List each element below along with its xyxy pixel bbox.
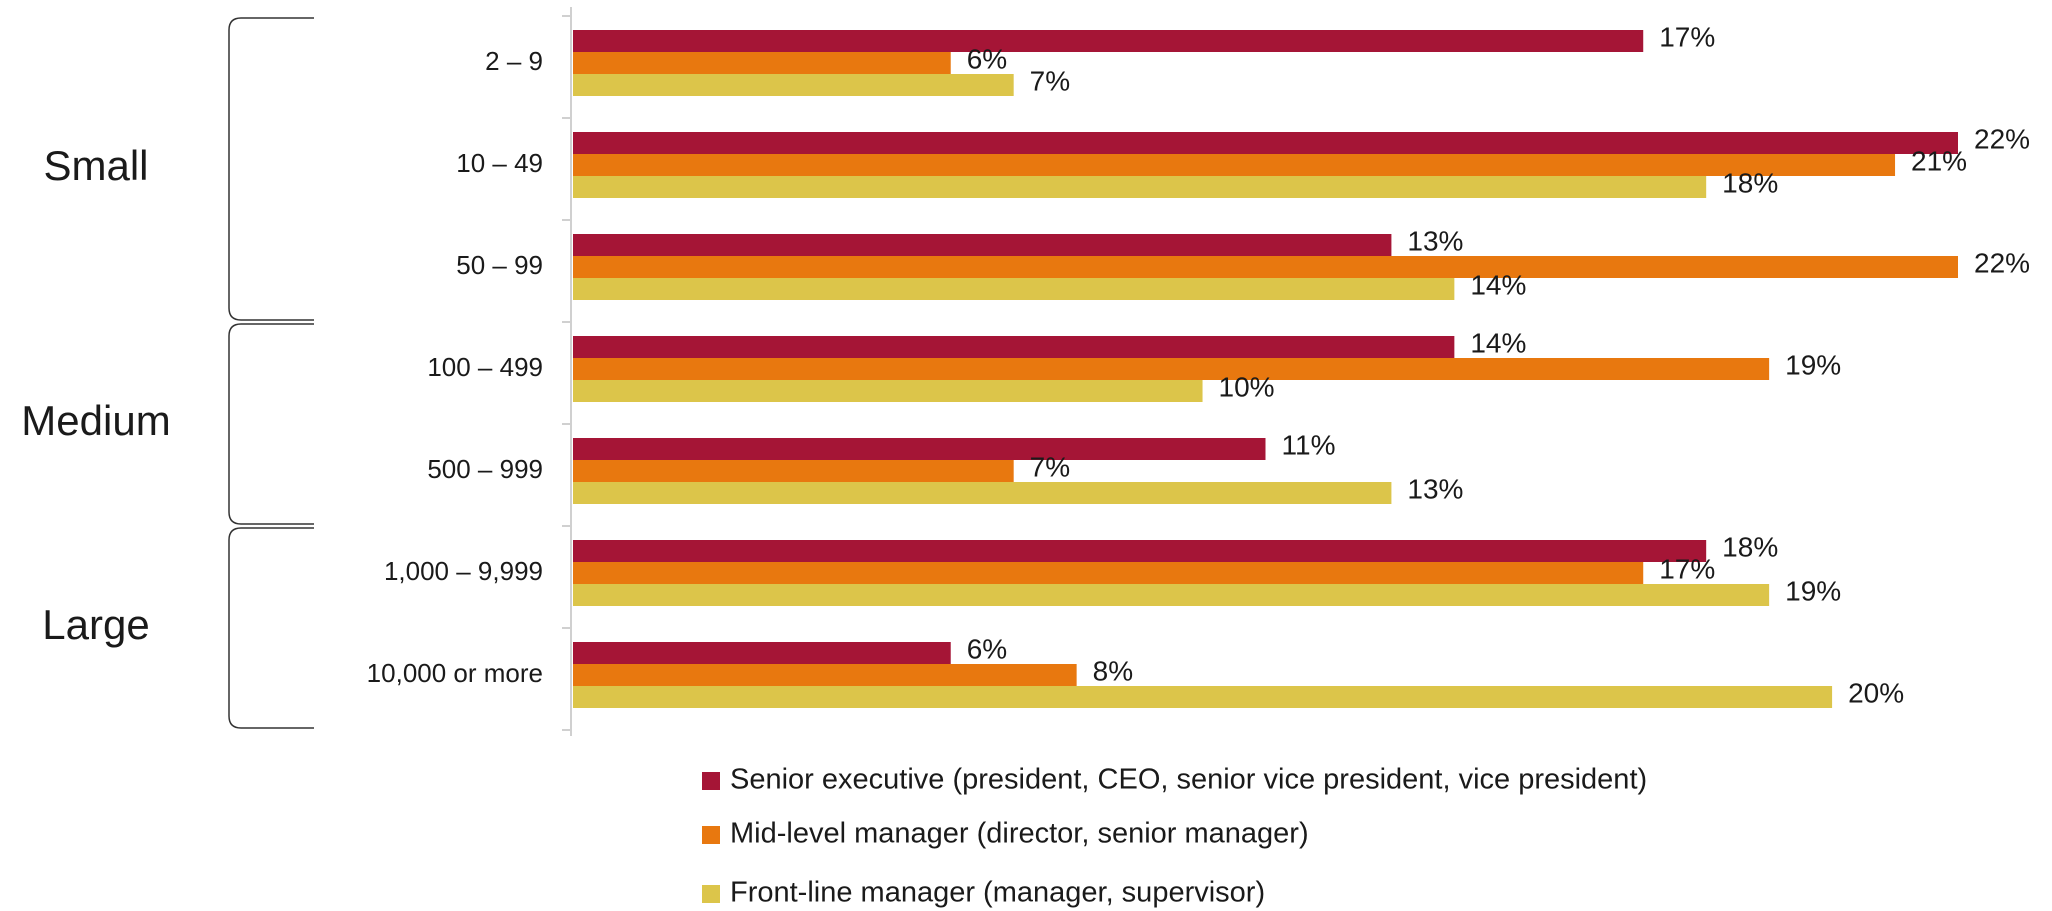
value-label: 8% bbox=[1093, 655, 1133, 686]
bar bbox=[573, 74, 1014, 96]
bar bbox=[573, 132, 1958, 154]
y-tick-label: 500 – 999 bbox=[427, 454, 543, 484]
bar bbox=[573, 540, 1707, 562]
value-label: 18% bbox=[1722, 167, 1778, 198]
value-label: 17% bbox=[1659, 21, 1715, 52]
value-label: 7% bbox=[1030, 451, 1070, 482]
value-label: 10% bbox=[1219, 371, 1275, 402]
bar bbox=[573, 358, 1770, 380]
value-label: 14% bbox=[1470, 327, 1526, 358]
value-label: 17% bbox=[1659, 553, 1715, 584]
value-label: 13% bbox=[1407, 473, 1463, 504]
y-tick-label: 1,000 – 9,999 bbox=[384, 556, 543, 586]
group-brace bbox=[228, 527, 314, 729]
value-label: 14% bbox=[1470, 269, 1526, 300]
legend-label: Mid-level manager (director, senior mana… bbox=[730, 818, 1309, 850]
y-tick-label: 10 – 49 bbox=[456, 148, 543, 178]
y-tick-label: 100 – 499 bbox=[427, 352, 543, 382]
value-label: 6% bbox=[967, 43, 1007, 74]
group-brace bbox=[228, 17, 314, 321]
value-label: 20% bbox=[1848, 677, 1904, 708]
value-label: 11% bbox=[1282, 429, 1336, 460]
legend-swatch bbox=[702, 826, 720, 844]
value-label: 6% bbox=[967, 633, 1007, 664]
bar bbox=[573, 52, 951, 74]
bar bbox=[573, 380, 1203, 402]
bar bbox=[573, 176, 1707, 198]
group-label: Large bbox=[42, 601, 149, 648]
bar bbox=[573, 278, 1455, 300]
y-tick-label: 2 – 9 bbox=[485, 46, 543, 76]
group-label: Medium bbox=[21, 397, 170, 444]
y-tick-label: 50 – 99 bbox=[456, 250, 543, 280]
bar bbox=[573, 664, 1077, 686]
bar bbox=[573, 642, 951, 664]
value-label: 19% bbox=[1785, 575, 1841, 606]
bar bbox=[573, 460, 1014, 482]
group-label: Small bbox=[43, 142, 148, 189]
bar bbox=[573, 686, 1833, 708]
bar bbox=[573, 234, 1392, 256]
value-label: 13% bbox=[1407, 225, 1463, 256]
value-label: 21% bbox=[1911, 145, 1967, 176]
bar bbox=[573, 584, 1770, 606]
value-label: 18% bbox=[1722, 531, 1778, 562]
value-label: 22% bbox=[1974, 123, 2030, 154]
bar bbox=[573, 562, 1644, 584]
bar bbox=[573, 256, 1958, 278]
bar bbox=[573, 438, 1266, 460]
bar bbox=[573, 154, 1896, 176]
legend-label: Front-line manager (manager, supervisor) bbox=[730, 877, 1265, 909]
legend-swatch bbox=[702, 885, 720, 903]
group-brace bbox=[228, 323, 314, 525]
value-label: 22% bbox=[1974, 247, 2030, 278]
value-label: 19% bbox=[1785, 349, 1841, 380]
value-label: 7% bbox=[1030, 65, 1070, 96]
bar bbox=[573, 482, 1392, 504]
bar bbox=[573, 30, 1644, 52]
y-tick-label: 10,000 or more bbox=[367, 658, 543, 688]
legend-label: Senior executive (president, CEO, senior… bbox=[730, 764, 1647, 796]
legend-swatch bbox=[702, 772, 720, 790]
bar bbox=[573, 336, 1455, 358]
